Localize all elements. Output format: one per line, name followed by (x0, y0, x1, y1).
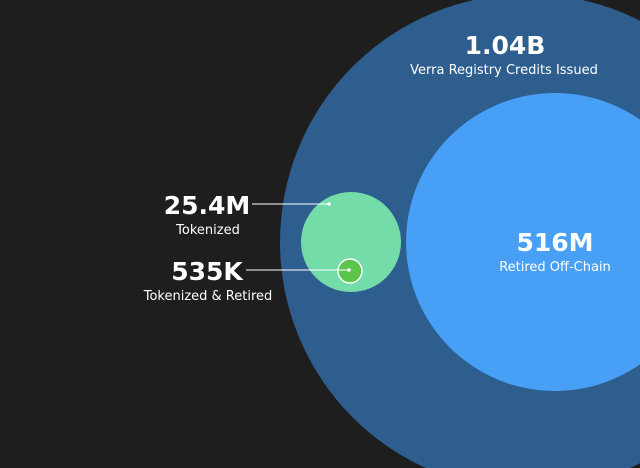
leader-dot-tokenized-retired (347, 268, 351, 272)
value-label-tokenized: 25.4M (164, 191, 251, 220)
series-label-verra-issued: Verra Registry Credits Issued (410, 63, 598, 78)
value-label-verra-issued: 1.04B (465, 31, 546, 60)
value-label-tokenized-retired: 535K (171, 257, 244, 286)
series-label-tokenized-retired: Tokenized & Retired (143, 289, 273, 304)
value-label-retired-off-chain: 516M (516, 228, 593, 257)
series-label-tokenized: Tokenized (175, 223, 240, 238)
leader-dot-tokenized (327, 202, 331, 206)
bubble-retired-off-chain (406, 93, 640, 391)
series-label-retired-off-chain: Retired Off-Chain (499, 260, 611, 275)
bubble-tokenized (301, 192, 401, 292)
